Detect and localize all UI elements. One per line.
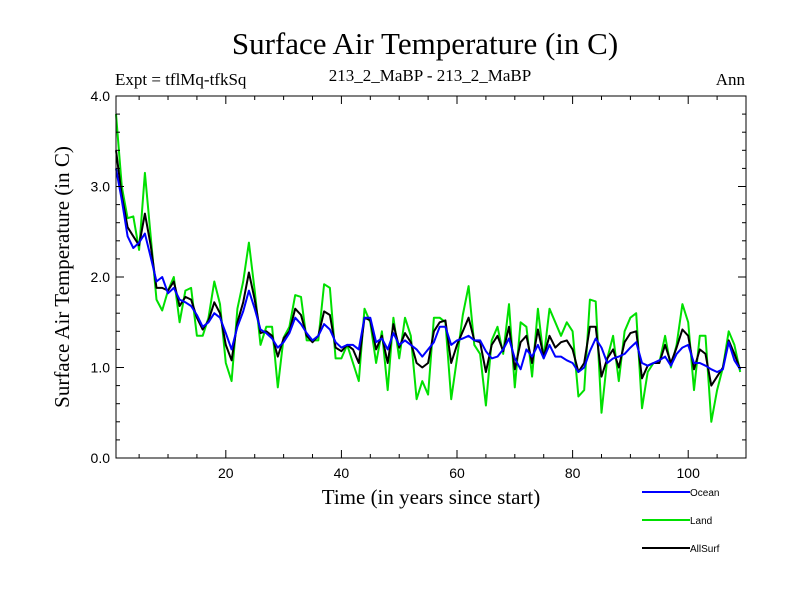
experiment-label: Expt = tflMq-tfkSq (115, 70, 247, 89)
series-line-allsurf (115, 150, 742, 387)
y-tick-label: 2.0 (91, 269, 111, 285)
x-tick-label: 80 (565, 465, 581, 481)
chart-title: Surface Air Temperature (in C) (231, 26, 619, 61)
series-line-ocean (115, 168, 742, 373)
legend-label-land: Land (690, 516, 712, 527)
x-tick-label: 20 (218, 465, 234, 481)
period-label: Ann (715, 70, 745, 89)
y-tick-label: 0.0 (91, 450, 111, 466)
y-tick-label: 4.0 (91, 88, 111, 104)
x-axis-title: Time (in years since start) (322, 485, 541, 509)
y-tick-label: 1.0 (91, 360, 111, 376)
legend-label-ocean: Ocean (690, 488, 719, 499)
legend-label-allsurf: AllSurf (690, 544, 720, 555)
ticks-layer: 20 40 60 80 100 0.0 1.0 2.0 3.0 4.0 (91, 88, 747, 481)
series-layer (115, 114, 742, 423)
y-tick-label: 3.0 (91, 179, 111, 195)
x-tick-label: 40 (334, 465, 350, 481)
legend: Ocean Land AllSurf (642, 488, 720, 555)
series-line-land (115, 114, 742, 423)
x-tick-label: 100 (677, 465, 701, 481)
plot-frame (115, 95, 747, 459)
comparison-label: 213_2_MaBP - 213_2_MaBP (328, 66, 532, 85)
x-tick-label: 60 (449, 465, 465, 481)
y-axis-title: Surface Air Temperature (in C) (50, 146, 74, 408)
